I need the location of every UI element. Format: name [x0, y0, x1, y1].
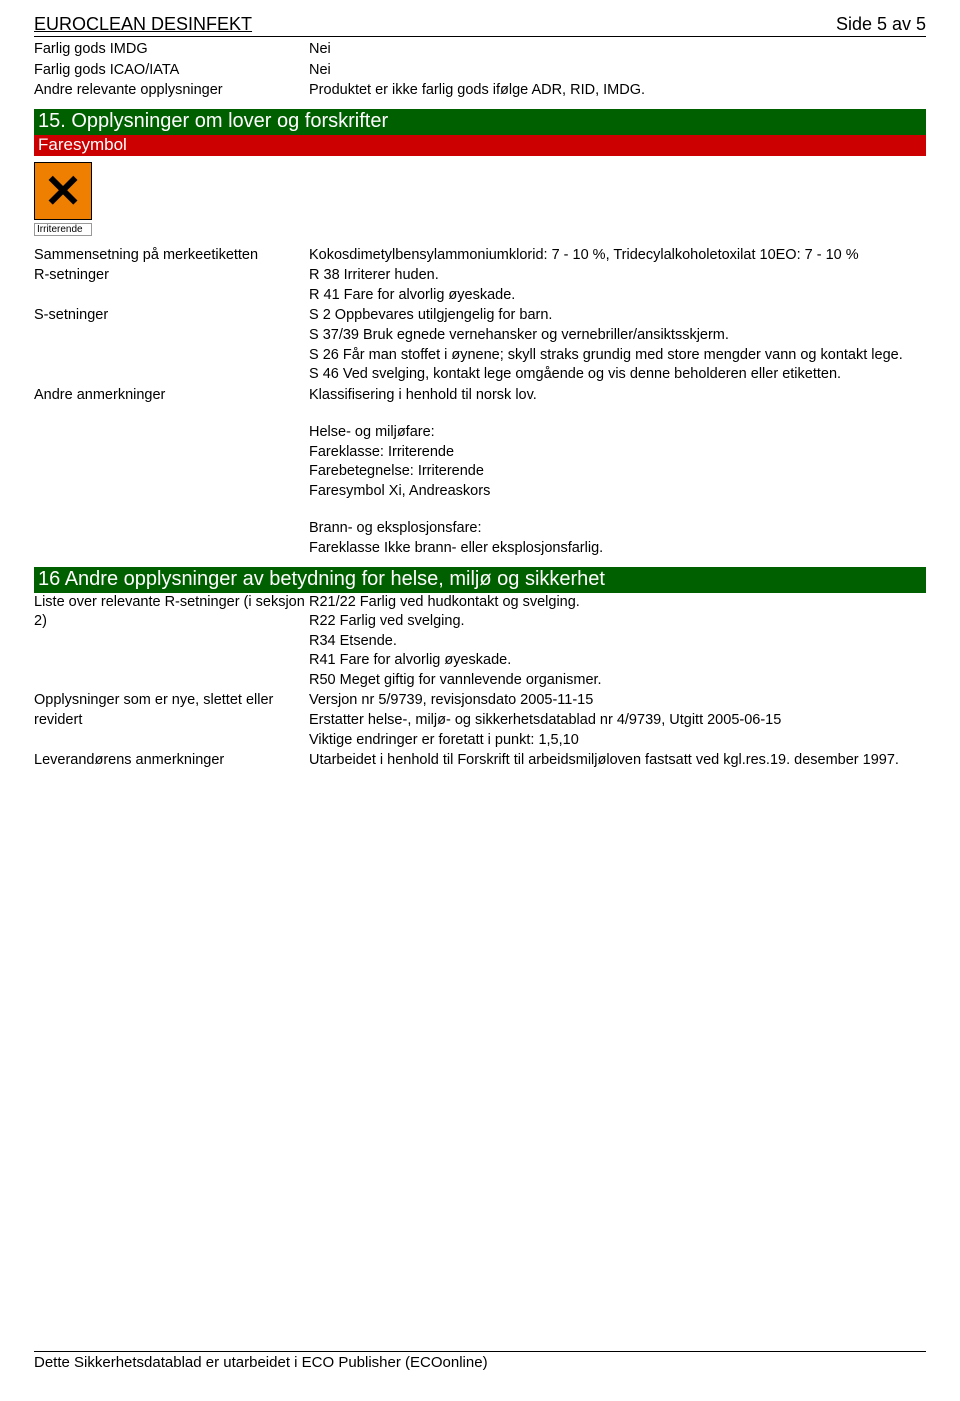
hazard-symbol-box: ✕: [34, 162, 92, 220]
value-imdg: Nei: [309, 40, 926, 60]
r-list-2: R22 Farlig ved svelging.: [309, 612, 926, 632]
label-r-list: Liste over relevante R-setninger (i seks…: [34, 593, 309, 691]
r-list-3: R34 Etsende.: [309, 632, 926, 652]
label-composition: Sammensetning på merkeetiketten: [34, 246, 309, 266]
value-r-phrases: R 38 Irriterer huden. R 41 Fare for alvo…: [309, 266, 926, 305]
document-title: EUROCLEAN DESINFEKT: [34, 14, 252, 35]
row-imdg: Farlig gods IMDG Nei: [34, 40, 926, 60]
row-r-list: Liste over relevante R-setninger (i seks…: [34, 593, 926, 691]
label-other-notes: Andre anmerkninger: [34, 386, 309, 559]
other-note-3: Fareklasse: Irriterende: [309, 443, 926, 463]
footer-text: Dette Sikkerhetsdatablad er utarbeidet i…: [34, 1354, 926, 1371]
value-supplier-notes: Utarbeidet i henhold til Forskrift til a…: [309, 751, 926, 771]
other-note-health-heading: Helse- og miljøfare:: [309, 423, 926, 443]
s-phrase-2: S 37/39 Bruk egnede vernehansker og vern…: [309, 326, 926, 346]
s-phrase-3: S 26 Får man stoffet i øynene; skyll str…: [309, 346, 926, 366]
section-15-subheader: Faresymbol: [34, 135, 926, 156]
changes-1: Versjon nr 5/9739, revisjonsdato 2005-11…: [309, 691, 926, 711]
row-changes: Opplysninger som er nye, slettet eller r…: [34, 691, 926, 750]
value-composition: Kokosdimetylbensylammoniumklorid: 7 - 10…: [309, 246, 926, 266]
r-list-4: R41 Fare for alvorlig øyeskade.: [309, 651, 926, 671]
value-icao: Nei: [309, 61, 926, 81]
hazard-symbol-block: ✕ Irriterende: [34, 162, 926, 236]
changes-2: Erstatter helse-, miljø- og sikkerhetsda…: [309, 711, 926, 731]
row-other-notes: Andre anmerkninger Klassifisering i henh…: [34, 386, 926, 559]
section-16-header: 16 Andre opplysninger av betydning for h…: [34, 567, 926, 593]
label-supplier-notes: Leverandørens anmerkninger: [34, 751, 309, 771]
other-note-4: Farebetegnelse: Irriterende: [309, 462, 926, 482]
r-phrase-2: R 41 Fare for alvorlig øyeskade.: [309, 286, 926, 306]
other-note-1: Klassifisering i henhold til norsk lov.: [309, 386, 926, 406]
value-r-list: R21/22 Farlig ved hudkontakt og svelging…: [309, 593, 926, 691]
r-list-1: R21/22 Farlig ved hudkontakt og svelging…: [309, 593, 926, 613]
row-s-phrases: S-setninger S 2 Oppbevares utilgjengelig…: [34, 306, 926, 384]
other-note-7: Fareklasse Ikke brann- eller eksplosjons…: [309, 539, 926, 559]
value-changes: Versjon nr 5/9739, revisjonsdato 2005-11…: [309, 691, 926, 750]
label-imdg: Farlig gods IMDG: [34, 40, 309, 60]
r-phrase-1: R 38 Irriterer huden.: [309, 266, 926, 286]
andreas-cross-icon: ✕: [44, 168, 83, 214]
s-phrase-4: S 46 Ved svelging, kontakt lege omgående…: [309, 365, 926, 385]
label-r-phrases: R-setninger: [34, 266, 309, 305]
page-number: Side 5 av 5: [836, 14, 926, 35]
section-15-header: 15. Opplysninger om lover og forskrifter: [34, 109, 926, 135]
s-phrase-1: S 2 Oppbevares utilgjengelig for barn.: [309, 306, 926, 326]
page-container: EUROCLEAN DESINFEKT Side 5 av 5 Farlig g…: [0, 0, 960, 1401]
page-header: EUROCLEAN DESINFEKT Side 5 av 5: [34, 14, 926, 37]
value-other-notes: Klassifisering i henhold til norsk lov. …: [309, 386, 926, 559]
other-note-5: Faresymbol Xi, Andreaskors: [309, 482, 926, 502]
hazard-symbol-caption: Irriterende: [34, 223, 92, 236]
label-s-phrases: S-setninger: [34, 306, 309, 384]
label-changes: Opplysninger som er nye, slettet eller r…: [34, 691, 309, 750]
row-r-phrases: R-setninger R 38 Irriterer huden. R 41 F…: [34, 266, 926, 305]
value-s-phrases: S 2 Oppbevares utilgjengelig for barn. S…: [309, 306, 926, 384]
row-supplier-notes: Leverandørens anmerkninger Utarbeidet i …: [34, 751, 926, 771]
row-composition: Sammensetning på merkeetiketten Kokosdim…: [34, 246, 926, 266]
row-transport-other: Andre relevante opplysninger Produktet e…: [34, 81, 926, 101]
label-icao: Farlig gods ICAO/IATA: [34, 61, 309, 81]
value-transport-other: Produktet er ikke farlig gods ifølge ADR…: [309, 81, 926, 101]
other-note-fire-heading: Brann- og eksplosjonsfare:: [309, 519, 926, 539]
page-footer: Dette Sikkerhetsdatablad er utarbeidet i…: [34, 1351, 926, 1371]
label-transport-other: Andre relevante opplysninger: [34, 81, 309, 101]
r-list-5: R50 Meget giftig for vannlevende organis…: [309, 671, 926, 691]
changes-3: Viktige endringer er foretatt i punkt: 1…: [309, 731, 926, 751]
row-icao: Farlig gods ICAO/IATA Nei: [34, 61, 926, 81]
